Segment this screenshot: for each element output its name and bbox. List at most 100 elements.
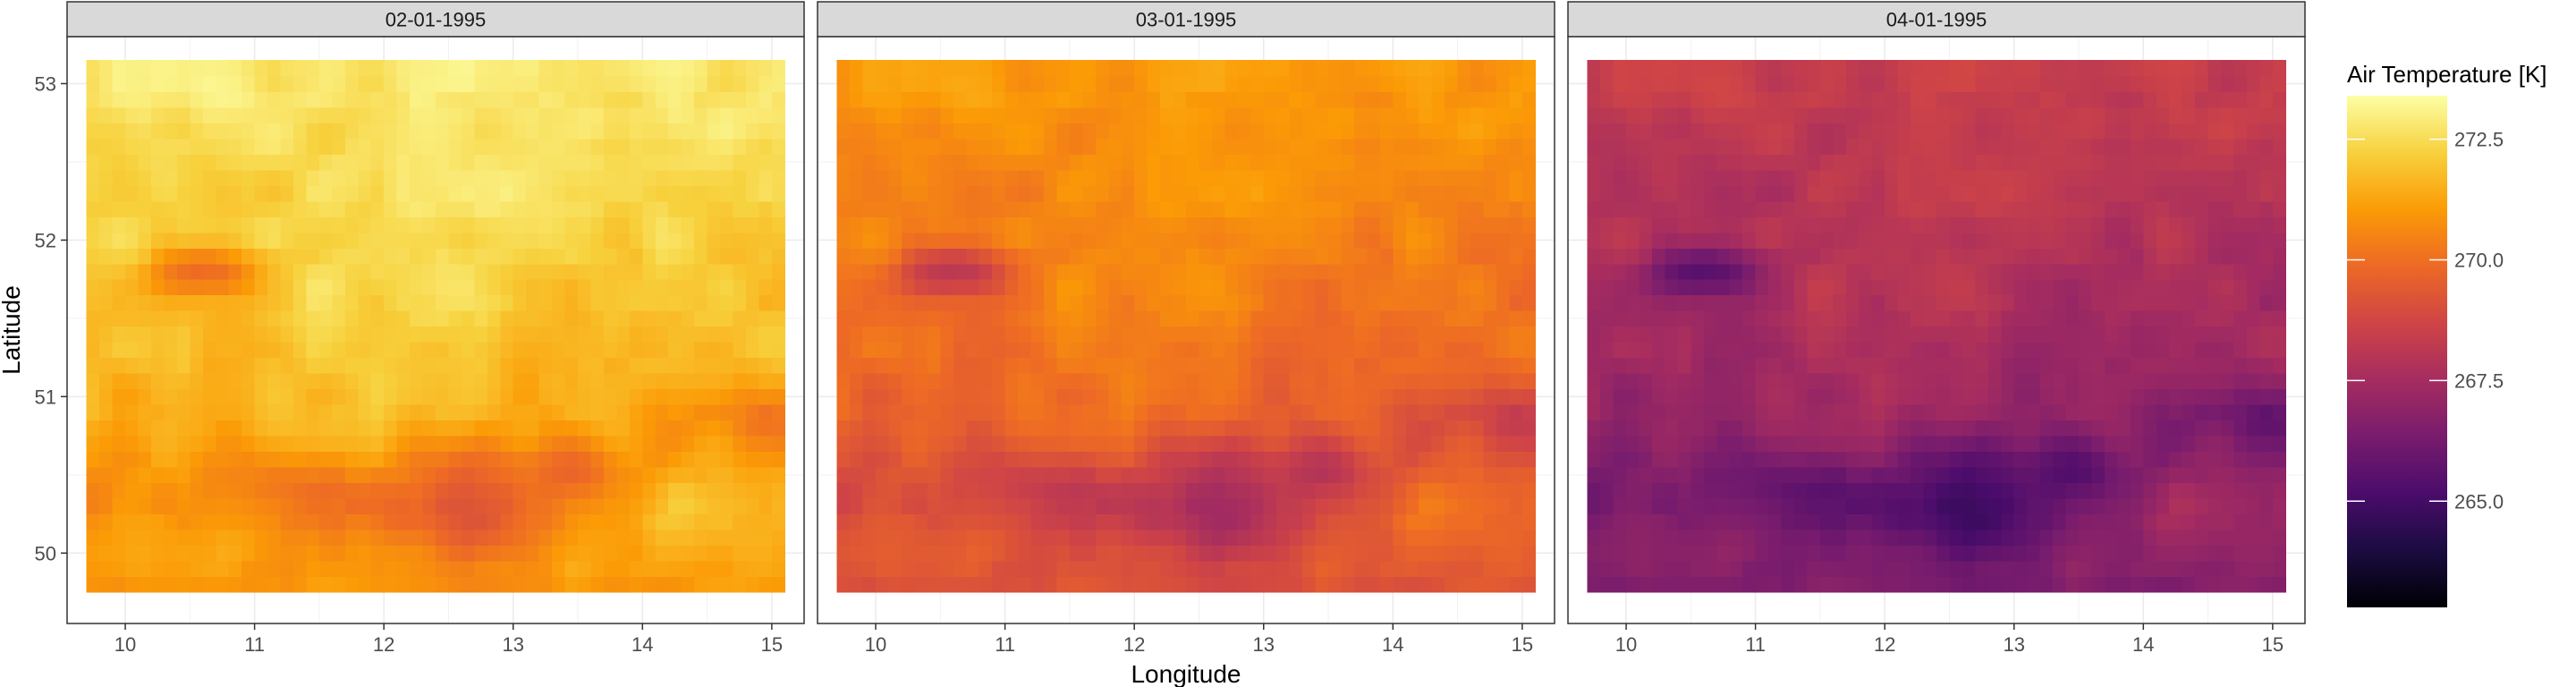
heatmap-cell bbox=[1224, 185, 1239, 202]
heatmap-cell bbox=[526, 248, 540, 265]
heatmap-cell bbox=[1987, 279, 2002, 296]
heatmap-cell bbox=[1768, 451, 1783, 468]
heatmap-cell bbox=[474, 561, 488, 578]
heatmap-cell bbox=[1936, 310, 1951, 327]
heatmap-cell bbox=[242, 248, 256, 265]
heatmap-cell bbox=[1108, 388, 1123, 405]
heatmap-cell bbox=[332, 106, 346, 123]
heatmap-cell bbox=[1626, 263, 1640, 280]
heatmap-cell bbox=[1186, 294, 1200, 311]
heatmap-cell bbox=[513, 404, 527, 421]
heatmap-cell bbox=[1509, 342, 1523, 359]
heatmap-cell bbox=[1431, 263, 1445, 280]
heatmap-cell bbox=[1199, 342, 1213, 359]
heatmap-cell bbox=[2195, 279, 2209, 296]
heatmap-cell bbox=[1237, 404, 1251, 421]
heatmap-cell bbox=[1431, 342, 1445, 359]
heatmap-cell bbox=[1393, 75, 1407, 92]
heatmap-cell bbox=[1871, 420, 1885, 437]
heatmap-cell bbox=[681, 232, 695, 249]
heatmap-cell bbox=[1871, 388, 1885, 405]
heatmap-cell bbox=[1211, 123, 1225, 140]
heatmap-cell bbox=[862, 467, 877, 484]
heatmap-cell bbox=[655, 498, 669, 515]
heatmap-cell bbox=[1431, 467, 1445, 484]
heatmap-cell bbox=[914, 357, 928, 374]
heatmap-cell bbox=[2013, 530, 2028, 547]
heatmap-cell bbox=[2195, 248, 2209, 265]
heatmap-cell bbox=[1004, 545, 1019, 562]
heatmap-cell bbox=[771, 530, 785, 547]
heatmap-cell bbox=[1819, 451, 1834, 468]
heatmap-cell bbox=[1651, 388, 1666, 405]
heatmap-cell bbox=[2169, 498, 2183, 515]
heatmap-cell bbox=[267, 263, 282, 280]
heatmap-cell bbox=[1923, 436, 1937, 453]
heatmap-cell bbox=[1949, 513, 1963, 530]
heatmap-cell bbox=[1328, 561, 1343, 578]
heatmap-cell bbox=[1911, 279, 1925, 296]
heatmap-cell bbox=[1056, 436, 1071, 453]
heatmap-cell bbox=[552, 451, 566, 468]
heatmap-cell bbox=[901, 200, 916, 217]
heatmap-cell bbox=[1211, 420, 1225, 437]
heatmap-cell bbox=[2065, 545, 2080, 562]
heatmap-cell bbox=[2065, 404, 2080, 421]
heatmap-cell bbox=[1496, 467, 1511, 484]
heatmap-cell bbox=[1975, 498, 1989, 515]
heatmap-cell bbox=[202, 545, 216, 562]
heatmap-cell bbox=[436, 232, 450, 249]
heatmap-cell bbox=[474, 404, 488, 421]
heatmap-cell bbox=[86, 326, 100, 343]
heatmap-cell bbox=[578, 545, 592, 562]
heatmap-cell bbox=[202, 154, 216, 171]
heatmap-cell bbox=[1199, 106, 1213, 123]
heatmap-cell bbox=[914, 373, 928, 390]
heatmap-cell bbox=[2195, 420, 2209, 437]
heatmap-cell bbox=[448, 467, 462, 484]
heatmap-cell bbox=[176, 404, 191, 421]
heatmap-cell bbox=[1186, 545, 1200, 562]
heatmap-cell bbox=[1457, 545, 1471, 562]
heatmap-cell bbox=[940, 545, 954, 562]
heatmap-cell bbox=[1108, 498, 1123, 515]
heatmap-cell bbox=[1173, 513, 1187, 530]
heatmap-cell bbox=[1651, 279, 1666, 296]
heatmap-cell bbox=[538, 357, 553, 374]
heatmap-cell bbox=[1341, 310, 1355, 327]
heatmap-cell bbox=[1211, 576, 1225, 593]
heatmap-cell bbox=[850, 154, 864, 171]
heatmap-cell bbox=[1315, 185, 1329, 202]
heatmap-cell bbox=[2221, 357, 2235, 374]
heatmap-cell bbox=[992, 232, 1006, 249]
heatmap-cell bbox=[1677, 576, 1691, 593]
heatmap-cell bbox=[150, 185, 165, 202]
heatmap-cell bbox=[1949, 482, 1963, 499]
heatmap-cell bbox=[448, 530, 462, 547]
heatmap-cell bbox=[1367, 75, 1381, 92]
heatmap-cell bbox=[966, 467, 980, 484]
heatmap-cell bbox=[474, 279, 488, 296]
heatmap-cell bbox=[927, 451, 941, 468]
heatmap-cell bbox=[1445, 373, 1459, 390]
heatmap-cell bbox=[1224, 467, 1239, 484]
heatmap-cells bbox=[1587, 60, 2286, 593]
heatmap-cell bbox=[1871, 310, 1885, 327]
heatmap-cell bbox=[1353, 513, 1368, 530]
heatmap-cell bbox=[2027, 436, 2041, 453]
heatmap-cell bbox=[927, 200, 941, 217]
heatmap-cell bbox=[2182, 248, 2196, 265]
heatmap-cell bbox=[2207, 404, 2222, 421]
heatmap-cell bbox=[642, 357, 657, 374]
heatmap-cell bbox=[2156, 310, 2170, 327]
heatmap-cell bbox=[176, 373, 191, 390]
heatmap-cell bbox=[953, 342, 967, 359]
heatmap-cell bbox=[125, 326, 140, 343]
heatmap-cell bbox=[1677, 357, 1691, 374]
heatmap-cell bbox=[862, 216, 877, 233]
heatmap-cell bbox=[526, 326, 540, 343]
heatmap-cell bbox=[1147, 232, 1161, 249]
heatmap-cell bbox=[745, 154, 760, 171]
heatmap-cell bbox=[1729, 561, 1743, 578]
heatmap-cell bbox=[876, 169, 890, 186]
